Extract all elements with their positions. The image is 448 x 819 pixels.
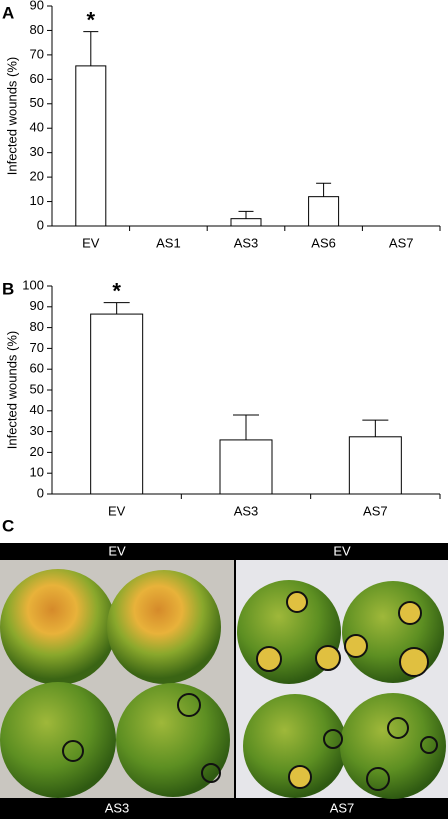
y-tick-label: 70 — [30, 46, 44, 61]
y-tick-label: 60 — [30, 361, 44, 376]
photo-label: AS7 — [330, 800, 355, 815]
error-bar — [83, 31, 99, 66]
photo: EV EV AS3 AS7 — [0, 543, 448, 819]
x-tick-label: EV — [108, 503, 126, 518]
photo-label: AS3 — [105, 800, 130, 815]
bar — [90, 313, 144, 495]
annotation: * — [112, 278, 121, 303]
bar — [348, 436, 402, 495]
photo-label: EV — [333, 543, 351, 558]
y-tick-label: 20 — [30, 169, 44, 184]
x-tick-label: AS1 — [156, 235, 181, 250]
y-tick-label: 30 — [30, 144, 44, 159]
bar — [219, 439, 273, 495]
x-tick-label: EV — [82, 235, 100, 250]
error-bar — [362, 419, 389, 437]
bar — [308, 196, 340, 227]
y-tick-label: 40 — [30, 402, 44, 417]
y-axis-label: Infected wounds (%) — [4, 331, 19, 450]
panel-label: A — [2, 3, 14, 22]
photo-label: EV — [108, 543, 126, 558]
y-tick-label: 10 — [30, 465, 44, 480]
error-bar — [238, 210, 254, 219]
y-tick-label: 80 — [30, 22, 44, 37]
y-tick-label: 0 — [37, 217, 44, 232]
y-tick-label: 70 — [30, 340, 44, 355]
y-tick-label: 0 — [37, 485, 44, 500]
x-tick-label: AS3 — [234, 503, 259, 518]
y-tick-label: 90 — [30, 0, 44, 12]
y-tick-label: 40 — [30, 120, 44, 135]
x-tick-label: AS7 — [363, 503, 388, 518]
y-tick-label: 100 — [22, 277, 44, 292]
y-tick-label: 60 — [30, 71, 44, 86]
x-tick-label: AS7 — [389, 235, 414, 250]
x-tick-label: AS6 — [311, 235, 336, 250]
y-tick-label: 90 — [30, 298, 44, 313]
y-tick-label: 50 — [30, 95, 44, 110]
error-bar — [103, 302, 130, 315]
bar — [230, 218, 262, 227]
panel-label: B — [2, 279, 14, 298]
error-bar — [316, 182, 332, 197]
annotation: * — [87, 7, 96, 32]
y-tick-label: 20 — [30, 444, 44, 459]
x-tick-label: AS3 — [234, 235, 259, 250]
bar — [75, 65, 107, 227]
error-bar — [233, 414, 259, 440]
y-axis-label: Infected wounds (%) — [4, 57, 19, 176]
y-tick-label: 50 — [30, 381, 44, 396]
y-tick-label: 80 — [30, 319, 44, 334]
y-tick-label: 10 — [30, 193, 44, 208]
y-tick-label: 30 — [30, 423, 44, 438]
panel-label: C — [2, 516, 14, 535]
